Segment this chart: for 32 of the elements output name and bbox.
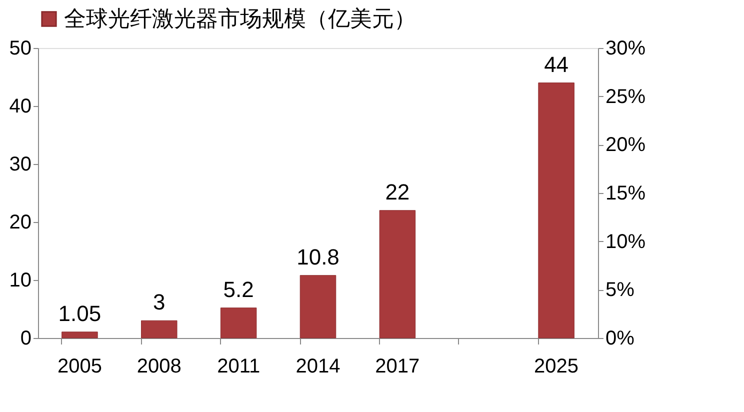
bar <box>62 332 98 338</box>
x-tick-label: 2017 <box>375 356 420 378</box>
bar <box>379 210 416 338</box>
bar <box>141 320 178 338</box>
x-tick-label: 2011 <box>217 356 260 378</box>
legend-label: 全球光纤激光器市场规模（亿美元） <box>64 6 416 31</box>
data-label: 5.2 <box>223 276 254 302</box>
y2-tick-label: 20% <box>606 134 646 156</box>
x-tick-label: 2008 <box>136 356 182 378</box>
y-tick-label: 30 <box>9 154 32 176</box>
y2-tick-label: 30% <box>606 38 646 60</box>
y-tick-label: 10 <box>9 270 32 292</box>
data-label: 44 <box>544 52 569 77</box>
bar <box>220 308 257 338</box>
bar <box>538 82 574 338</box>
y2-tick-label: 15% <box>606 182 646 204</box>
y-tick-label: 50 <box>9 38 32 60</box>
bar <box>300 275 336 338</box>
data-label: 1.05 <box>58 300 102 326</box>
x-tick-label: 2025 <box>534 356 579 378</box>
data-label: 3 <box>153 290 166 315</box>
y-tick-label: 0 <box>20 328 32 350</box>
y2-tick-label: 0% <box>606 328 635 350</box>
y-tick-label: 20 <box>9 212 32 234</box>
data-label: 22 <box>385 179 410 204</box>
x-tick-label: 2014 <box>296 356 340 378</box>
y2-tick-label: 10% <box>606 230 646 253</box>
y2-tick-label: 5% <box>606 279 635 302</box>
y-tick-label: 40 <box>9 96 32 118</box>
x-tick-label: 2005 <box>57 356 102 378</box>
data-label: 10.8 <box>296 244 340 270</box>
y2-tick-label: 25% <box>606 86 646 108</box>
